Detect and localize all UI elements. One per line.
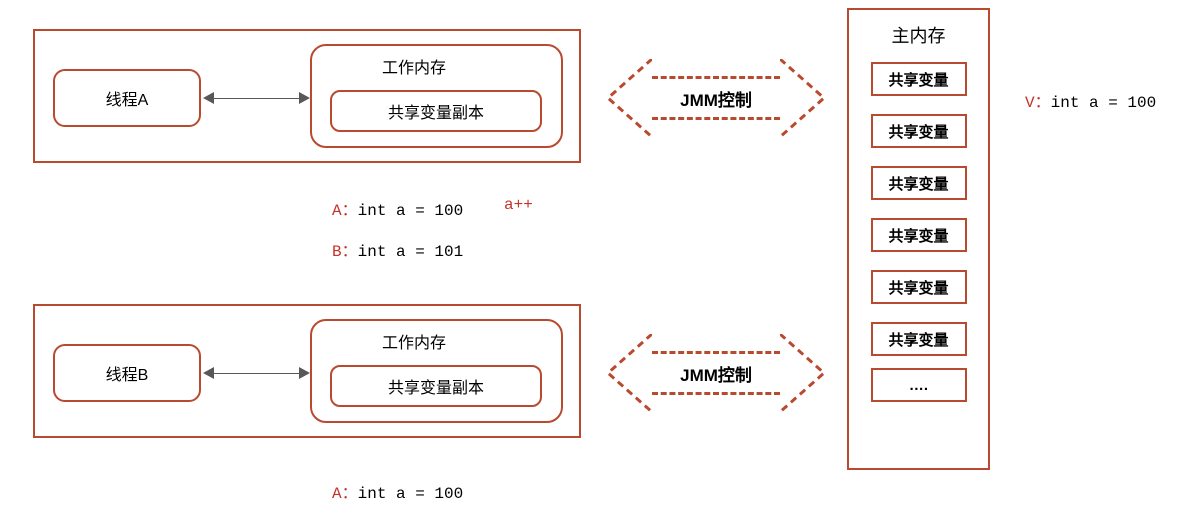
arrow-thread-b (212, 373, 301, 374)
shared-var-list: 共享变量共享变量共享变量共享变量共享变量共享变量…. (859, 62, 978, 402)
shared-var-item: 共享变量 (871, 270, 967, 304)
copy-b-box: 共享变量副本 (330, 365, 542, 407)
jmm-arrow-b-right-head (780, 334, 824, 412)
shared-var-item: 共享变量 (871, 322, 967, 356)
jmm-arrow-b-left-head (608, 334, 652, 412)
caption-a2-text: int a = 100 (358, 485, 464, 503)
shared-var-item: 共享变量 (871, 218, 967, 252)
caption-a2-label: A： (332, 485, 358, 503)
arrow-thread-b-left (203, 367, 214, 379)
thread-a-label: 线程A (106, 86, 149, 110)
caption-b1-label: B： (332, 243, 358, 261)
caption-a2: A：int a = 100 (332, 479, 463, 503)
shared-var-item: 共享变量 (871, 62, 967, 96)
jmm-arrow-a: JMM控制 (608, 59, 824, 137)
arrow-thread-a-right (299, 92, 310, 104)
jmm-arrow-a-body: JMM控制 (652, 76, 780, 120)
main-memory-box: 主内存 共享变量共享变量共享变量共享变量共享变量共享变量…. (847, 8, 990, 470)
caption-b1-text: int a = 101 (358, 243, 464, 261)
workmem-b-title: 工作内存 (382, 329, 446, 353)
v-label-prefix: V： (1025, 94, 1051, 112)
jmm-arrow-a-left-head (608, 59, 652, 137)
caption-a1: A：int a = 100 (332, 196, 463, 220)
jmm-arrow-a-right-head (780, 59, 824, 137)
shared-var-item: 共享变量 (871, 114, 967, 148)
copy-b-label: 共享变量副本 (388, 374, 484, 398)
arrow-thread-a-left (203, 92, 214, 104)
caption-a1-label: A： (332, 202, 358, 220)
copy-a-label: 共享变量副本 (388, 99, 484, 123)
v-label-text: int a = 100 (1051, 94, 1157, 112)
main-memory-title: 主内存 (859, 22, 978, 48)
thread-a-box: 线程A (53, 69, 201, 127)
arrow-thread-b-right (299, 367, 310, 379)
a-plus-plus: a++ (504, 196, 533, 214)
v-label: V：int a = 100 (1025, 88, 1156, 112)
thread-b-label: 线程B (106, 361, 149, 385)
workmem-a-title: 工作内存 (382, 54, 446, 78)
caption-a1-text: int a = 100 (358, 202, 464, 220)
caption-b1: B：int a = 101 (332, 237, 463, 261)
shared-var-item: 共享变量 (871, 166, 967, 200)
shared-var-item: …. (871, 368, 967, 402)
jmm-label-b: JMM控制 (680, 361, 752, 386)
jmm-arrow-b: JMM控制 (608, 334, 824, 412)
arrow-thread-a (212, 98, 301, 99)
jmm-arrow-b-body: JMM控制 (652, 351, 780, 395)
jmm-label-a: JMM控制 (680, 86, 752, 111)
thread-b-box: 线程B (53, 344, 201, 402)
copy-a-box: 共享变量副本 (330, 90, 542, 132)
